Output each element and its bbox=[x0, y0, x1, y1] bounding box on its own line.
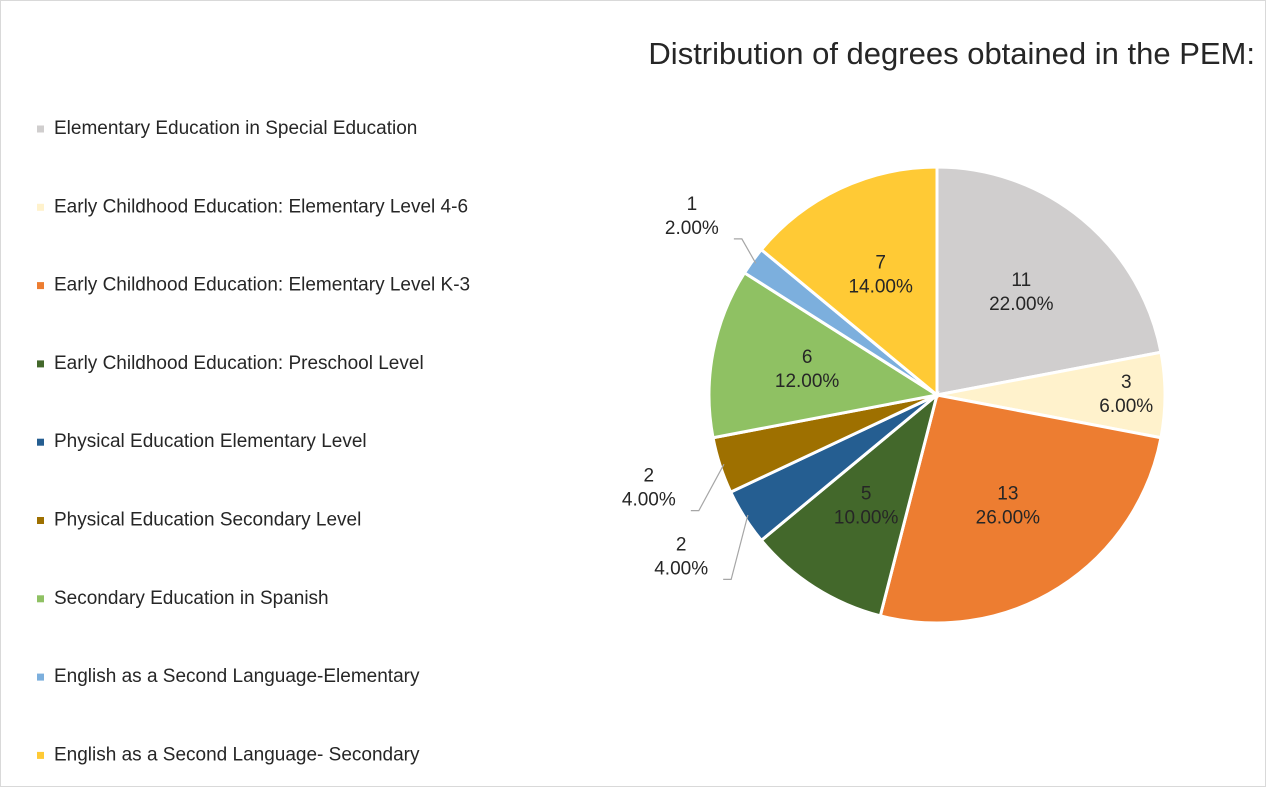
data-label-count: 13 bbox=[997, 484, 1018, 505]
legend-label: English as a Second Language-Elementary bbox=[54, 666, 420, 687]
data-label-percent: 14.00% bbox=[848, 276, 913, 297]
pie-slice bbox=[759, 165, 939, 399]
legend-swatch bbox=[37, 125, 44, 133]
pie-slice bbox=[878, 393, 1163, 625]
data-label-percent: 4.00% bbox=[622, 490, 676, 511]
legend-swatch bbox=[37, 673, 44, 681]
leader-line bbox=[733, 238, 757, 264]
pie-slice bbox=[759, 390, 940, 618]
legend-label: Secondary Education in Spanish bbox=[54, 588, 329, 609]
pie-slice bbox=[935, 165, 1163, 397]
legend-label: Early Childhood Education: Preschool Lev… bbox=[54, 353, 424, 374]
legend-swatch bbox=[37, 282, 44, 290]
chart-title: Distribution of degrees obtained in the … bbox=[648, 36, 1255, 71]
data-label-percent: 22.00% bbox=[989, 294, 1054, 315]
leader-line bbox=[690, 463, 725, 512]
data-label-percent: 2.00% bbox=[665, 218, 719, 239]
data-label-count: 11 bbox=[1011, 270, 1031, 291]
data-label-percent: 12.00% bbox=[775, 371, 840, 392]
legend-swatch bbox=[37, 751, 44, 759]
legend-label: English as a Second Language- Secondary bbox=[54, 744, 420, 765]
data-label-count: 2 bbox=[644, 466, 655, 487]
legend-label: Physical Education Elementary Level bbox=[54, 431, 367, 452]
data-label-count: 7 bbox=[875, 252, 886, 273]
data-label-count: 2 bbox=[676, 534, 687, 555]
legend-label: Early Childhood Education: Elementary Le… bbox=[54, 275, 470, 296]
data-label-percent: 4.00% bbox=[654, 558, 708, 579]
data-label-percent: 6.00% bbox=[1099, 396, 1153, 417]
legend-swatch bbox=[37, 203, 44, 211]
legend-swatch bbox=[37, 517, 44, 524]
data-label-count: 3 bbox=[1121, 372, 1132, 393]
data-label-count: 1 bbox=[687, 194, 698, 215]
legend-label: Early Childhood Education: Elementary Le… bbox=[54, 196, 468, 217]
data-label-percent: 10.00% bbox=[834, 508, 899, 529]
pie-slice bbox=[707, 270, 942, 440]
leader-line bbox=[723, 514, 749, 580]
legend-label: Elementary Education in Special Educatio… bbox=[54, 118, 417, 139]
legend-swatch bbox=[37, 360, 44, 368]
legend-label: Physical Education Secondary Level bbox=[54, 510, 361, 531]
data-label-percent: 26.00% bbox=[976, 508, 1041, 529]
data-label-count: 5 bbox=[861, 484, 872, 505]
data-label-count: 6 bbox=[802, 347, 813, 368]
legend-swatch bbox=[37, 595, 44, 603]
legend-swatch bbox=[37, 438, 44, 446]
